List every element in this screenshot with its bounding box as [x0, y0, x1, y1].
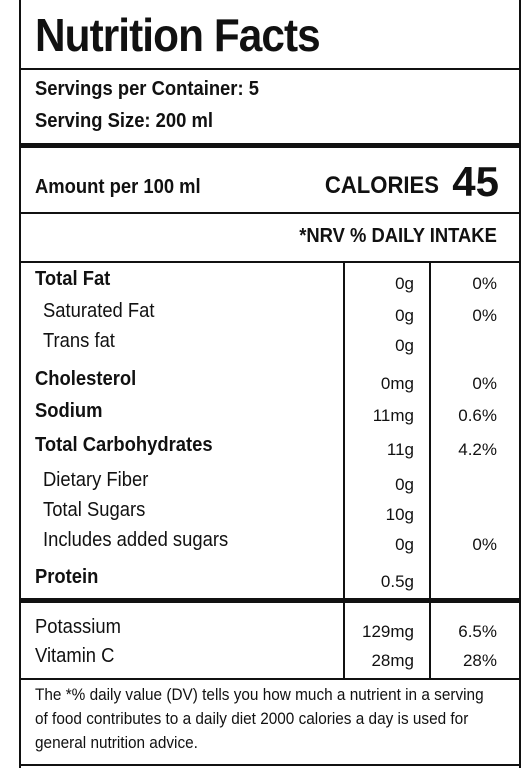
mineral-amount: 129mg: [362, 622, 414, 641]
nutrient-row-protein: Protein 0.5g: [21, 566, 519, 596]
nutrient-row-dietary-fiber: Dietary Fiber 0g: [21, 469, 519, 499]
divider: [21, 261, 519, 263]
nutrient-percent: 0%: [472, 274, 497, 293]
nutrient-amount: 11g: [386, 440, 414, 459]
nutrient-amount: 0g: [395, 535, 414, 554]
nutrition-label: Nutrition Facts Servings per Container: …: [19, 0, 521, 768]
nutrient-amount: 0g: [395, 475, 414, 494]
nutrient-name: Protein: [35, 566, 99, 588]
nutrient-name: Total Sugars: [43, 499, 146, 521]
nutrient-percent: 0%: [472, 535, 497, 554]
divider-thick: [21, 143, 519, 148]
nutrient-row-cholesterol: Cholesterol 0mg 0%: [21, 368, 519, 398]
mineral-percent: 28%: [462, 651, 497, 670]
nutrient-row-trans-fat: Trans fat 0g: [21, 330, 519, 360]
column-divider: [343, 262, 345, 679]
nrv-header: *NRV % DAILY INTAKE: [299, 225, 497, 247]
nutrient-row-saturated-fat: Saturated Fat 0g 0%: [21, 300, 519, 330]
nutrient-row-sodium: Sodium 11mg 0.6%: [21, 400, 519, 430]
divider-bottom: [21, 764, 519, 766]
nutrient-amount: 0g: [395, 306, 414, 325]
calories-value: 45: [452, 158, 499, 205]
serving-size: Serving Size: 200 ml: [35, 110, 213, 132]
nutrient-amount: 0.5g: [380, 572, 414, 591]
divider: [21, 678, 519, 680]
nutrient-row-total-fat: Total Fat 0g 0%: [21, 268, 519, 298]
nutrient-amount: 0g: [395, 274, 414, 293]
nutrient-name: Dietary Fiber: [43, 469, 149, 491]
nutrient-name: Total Carbohydrates: [35, 434, 213, 456]
nutrient-row-total-carbohydrates: Total Carbohydrates 11g 4.2%: [21, 434, 519, 464]
nutrient-name: Includes added sugars: [43, 529, 229, 551]
divider: [21, 212, 519, 214]
mineral-row-vitamin-c: Vitamin C 28mg 28%: [21, 645, 519, 675]
mineral-name: Potassium: [35, 616, 121, 638]
mineral-percent: 6.5%: [458, 622, 497, 641]
label-title: Nutrition Facts: [35, 9, 321, 61]
divider: [21, 68, 519, 70]
nutrient-amount: 0g: [395, 336, 414, 355]
nutrient-row-added-sugars: Includes added sugars 0g 0%: [21, 529, 519, 559]
nutrient-amount: 10g: [385, 505, 414, 524]
divider-thick: [21, 598, 519, 603]
column-divider: [429, 262, 431, 679]
footnote: The *% daily value (DV) tells you how mu…: [35, 686, 484, 752]
nutrient-amount: 0mg: [380, 374, 414, 393]
nutrient-name: Trans fat: [43, 330, 115, 352]
nutrient-name: Saturated Fat: [43, 300, 155, 322]
mineral-name: Vitamin C: [35, 645, 115, 667]
calories-label: CALORIES: [324, 172, 439, 199]
nutrient-row-total-sugars: Total Sugars 10g: [21, 499, 519, 529]
nutrient-amount: 11mg: [372, 406, 414, 425]
nutrient-name: Total Fat: [35, 268, 111, 290]
nutrient-percent: 0.6%: [458, 406, 497, 425]
nutrient-name: Cholesterol: [35, 368, 137, 390]
mineral-amount: 28mg: [371, 651, 414, 670]
amount-per: Amount per 100 ml: [35, 176, 201, 198]
mineral-row-potassium: Potassium 129mg 6.5%: [21, 616, 519, 646]
nutrient-percent: 0%: [472, 306, 497, 325]
servings-per-container: Servings per Container: 5: [35, 78, 259, 100]
nutrient-percent: 4.2%: [458, 440, 497, 459]
nutrient-name: Sodium: [35, 400, 103, 422]
nutrient-percent: 0%: [472, 374, 497, 393]
